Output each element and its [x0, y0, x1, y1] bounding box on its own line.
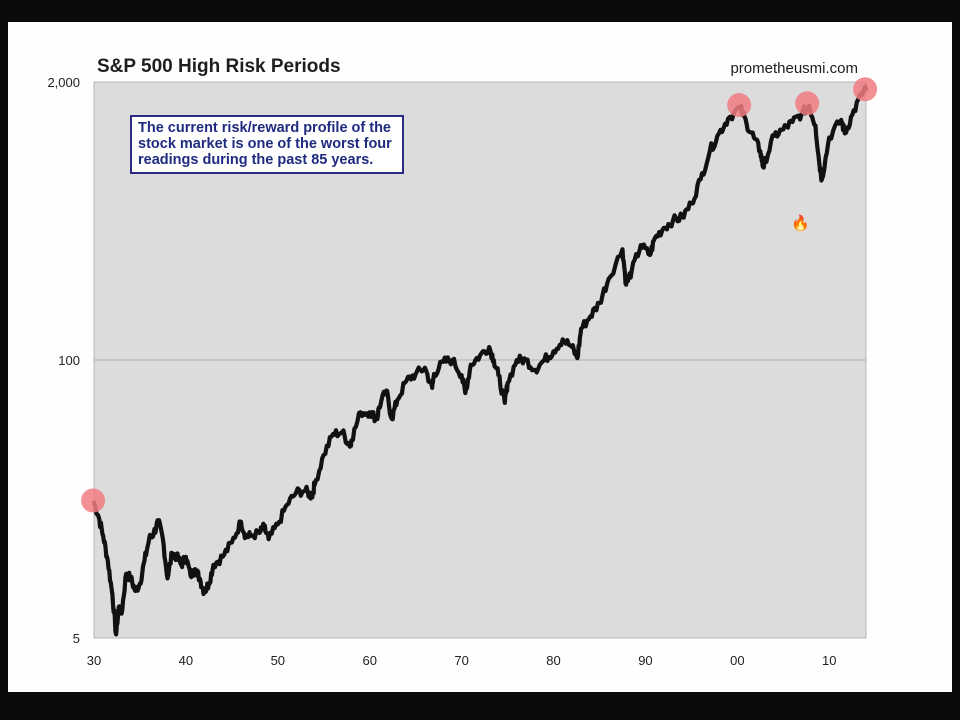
highlight-marker-1	[81, 488, 106, 513]
x-tick-label: 40	[179, 653, 193, 668]
highlight-marker-3	[795, 91, 820, 116]
x-tick-label: 80	[546, 653, 560, 668]
x-axis: 30 40 50 60 70 80 90 00 10	[87, 653, 837, 668]
x-tick-label: 50	[271, 653, 285, 668]
x-tick-label: 90	[638, 653, 652, 668]
annotation-callout: The current risk/reward profile of the s…	[130, 115, 404, 174]
x-tick-label: 70	[454, 653, 468, 668]
source-label: prometheusmi.com	[730, 60, 858, 77]
x-tick-label: 60	[362, 653, 376, 668]
y-tick-label: 5	[73, 631, 80, 646]
y-tick-label: 2,000	[47, 75, 80, 90]
x-tick-label: 00	[730, 653, 744, 668]
x-tick-label: 30	[87, 653, 101, 668]
y-axis: 5 100 2,000	[47, 75, 80, 646]
chart-title: S&P 500 High Risk Periods	[97, 56, 341, 77]
highlight-marker-2	[727, 93, 752, 118]
highlight-marker-4	[853, 77, 878, 102]
flame-icon: 🔥	[791, 215, 810, 232]
y-tick-label: 100	[58, 353, 80, 368]
x-tick-label: 10	[822, 653, 836, 668]
highlight-markers	[81, 77, 878, 513]
